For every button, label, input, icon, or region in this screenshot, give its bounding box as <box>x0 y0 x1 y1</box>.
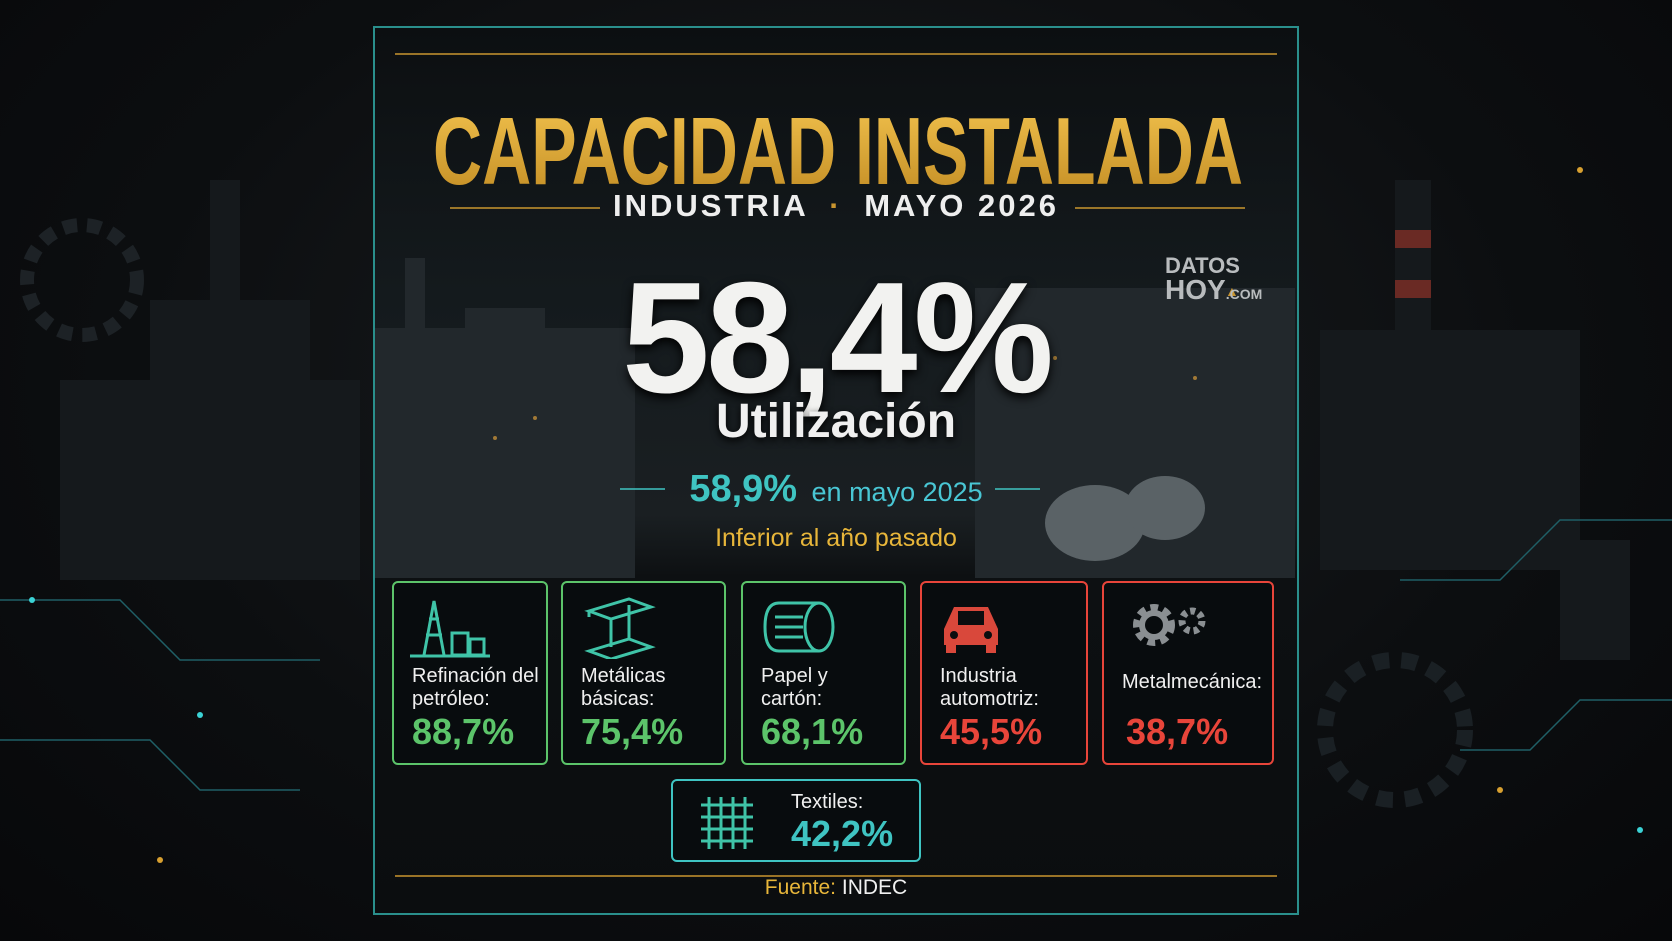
logo-main: HOY <box>1165 274 1226 305</box>
subtitle-left: INDUSTRIA <box>613 188 808 223</box>
comparison-value: 58,9% <box>689 468 798 510</box>
note: Inferior al año pasado <box>715 524 957 552</box>
sector-label: Metalmecánica: <box>1122 671 1263 693</box>
svg-text:▲: ▲ <box>1225 283 1239 299</box>
sector-card: Metalmecánica: 38,7% <box>1102 581 1274 765</box>
logo-domain: .COM <box>1225 286 1263 302</box>
panel-art: ▲ <box>375 53 1295 877</box>
sector-card: Industria automotriz: 45,5% <box>920 581 1088 765</box>
sector-card: Papel y cartón: 68,1% <box>741 581 906 765</box>
sector-value: 42,2% <box>791 813 894 854</box>
icon-car <box>944 607 998 653</box>
title-text: CAPACIDAD INSTALADA <box>433 98 1243 205</box>
headline-value: 58,4% <box>621 250 1054 426</box>
sector-label: Metálicas básicas: <box>581 665 666 710</box>
sector-label: Textiles: <box>791 791 864 813</box>
comparison: 58,9% en mayo 2025 <box>375 468 1297 511</box>
logo-line: HOY.COM <box>1165 276 1263 306</box>
sector-card: Metálicas básicas: 75,4% <box>561 581 726 765</box>
icon-paper <box>763 601 835 653</box>
headline-label: Utilización <box>715 395 957 448</box>
sector-card: Refinación del petróleo: 88,7% <box>392 581 548 765</box>
sector-value: 88,7% <box>412 711 515 752</box>
sector-label: Refinación del petróleo: <box>412 665 539 710</box>
title: CAPACIDAD INSTALADA <box>433 98 1243 205</box>
source-label: Fuente: <box>764 876 837 899</box>
icon-beam <box>584 597 656 659</box>
sector-card: Textiles: 42,2% <box>671 779 921 862</box>
subtitle-right: MAYO 2026 <box>864 188 1059 223</box>
subtitle: INDUSTRIA · MAYO 2026 <box>375 188 1297 224</box>
icon-refinery <box>410 600 490 658</box>
sector-label: Industria automotriz: <box>940 665 1039 710</box>
sector-value: 38,7% <box>1126 711 1229 752</box>
icon-gears <box>1133 604 1206 646</box>
sector-value: 68,1% <box>761 711 864 752</box>
source: INDEC <box>841 876 908 899</box>
sector-value: 45,5% <box>940 711 1043 752</box>
logo-line: DATOS <box>1165 253 1240 278</box>
logo: DATOS HOY.COM <box>1165 254 1262 306</box>
icon-textile <box>701 797 753 849</box>
panel: ▲ CAPACIDAD INSTALADA INDUSTRIA · MAYO 2… <box>373 26 1299 915</box>
comparison-label: en mayo 2025 <box>811 477 983 507</box>
sector-value: 75,4% <box>581 711 684 752</box>
footer: Fuente: INDEC <box>375 876 1297 900</box>
sector-label: Papel y cartón: <box>761 665 828 710</box>
separator: · <box>829 188 843 223</box>
